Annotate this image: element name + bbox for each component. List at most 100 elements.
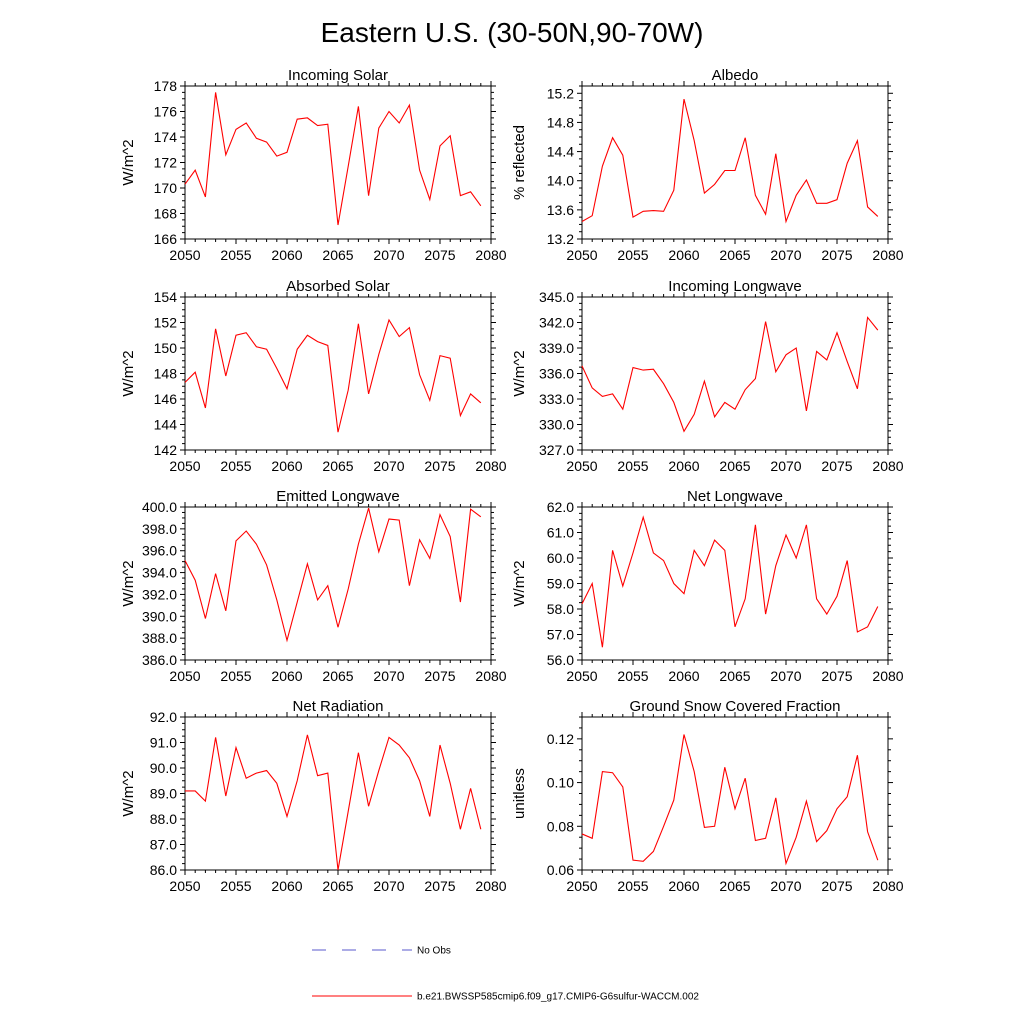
plot-frame [184,85,492,240]
y-axis-label: unitless [511,768,528,819]
plot-frame [581,85,889,240]
panel-4: Emitted Longwave W/m^2 2050 2055 2060 2065 207… [120,488,507,684]
plot-frame [581,716,889,871]
y-tick-label: 154 [154,289,178,305]
x-tick-label: 2050 [169,247,200,263]
plot-frame [581,506,889,661]
plot-frame [184,506,492,661]
x-tick-label: 2075 [821,458,852,474]
panels: Incoming Solar W/m^2 2050 2055 2060 2065 2070 2… [120,67,904,894]
x-tick-label: 2055 [220,247,251,263]
y-tick-label: 87.0 [150,837,177,853]
y-tick-label: 13.6 [547,202,574,218]
plot-frame [184,716,492,871]
y-tick-label: 396.0 [142,543,177,559]
x-tick-label: 2060 [668,247,699,263]
x-tick-label: 2080 [475,247,506,263]
y-tick-label: 152 [154,315,178,331]
legend: No Obs b.e21.BWSSP585cmip6.f09_g17.CMIP6… [312,946,699,1003]
panel-title: Incoming Solar [288,67,388,84]
y-tick-label: 394.0 [142,565,177,581]
panel-6: Net Radiation W/m^2 2050 2055 2060 2065 2070 20… [120,698,507,894]
y-tick-label: 388.0 [142,630,177,646]
plot-frame [184,296,492,451]
panel-title: Ground Snow Covered Fraction [630,698,841,715]
y-tick-label: 345.0 [539,289,574,305]
x-tick-label: 2080 [872,247,903,263]
series-line [581,515,879,648]
series-line [581,98,879,224]
y-tick-label: 14.0 [547,173,574,189]
x-tick-label: 2065 [719,458,750,474]
y-tick-label: 390.0 [142,608,177,624]
y-tick-label: 172 [154,155,178,171]
y-axis-label: W/m^2 [511,350,528,396]
y-tick-label: 333.0 [539,391,574,407]
x-tick-label: 2065 [719,668,750,684]
series-line [185,734,482,871]
x-tick-label: 2050 [169,458,200,474]
x-tick-label: 2080 [872,458,903,474]
x-tick-label: 2075 [424,878,455,894]
y-axis-label: W/m^2 [120,560,137,606]
y-tick-label: 15.2 [547,85,574,101]
x-tick-label: 2060 [668,878,699,894]
y-tick-label: 90.0 [150,760,177,776]
x-tick-label: 2055 [617,458,648,474]
y-tick-label: 86.0 [150,862,177,878]
x-tick-label: 2060 [271,247,302,263]
x-tick-label: 2070 [373,878,404,894]
y-tick-label: 62.0 [547,499,574,515]
y-axis-label: % reflected [511,125,528,200]
y-tick-label: 174 [154,129,178,145]
legend-obs-label: No Obs [417,946,451,957]
panel-5: Net Longwave W/m^2 2050 2055 2060 2065 2070 207… [511,488,904,684]
panel-title: Net Radiation [293,698,384,715]
y-tick-label: 14.4 [547,144,574,160]
y-tick-label: 56.0 [547,652,574,668]
y-tick-label: 61.0 [547,525,574,541]
y-tick-label: 60.0 [547,550,574,566]
x-tick-label: 2070 [373,458,404,474]
x-tick-label: 2055 [220,878,251,894]
x-tick-label: 2080 [872,668,903,684]
x-tick-label: 2070 [373,247,404,263]
x-tick-label: 2065 [719,878,750,894]
x-tick-label: 2050 [566,668,597,684]
y-tick-label: 178 [154,78,178,94]
x-tick-label: 2050 [566,458,597,474]
x-tick-label: 2050 [566,878,597,894]
x-tick-label: 2070 [373,668,404,684]
y-tick-label: 386.0 [142,652,177,668]
x-tick-label: 2075 [424,668,455,684]
y-tick-label: 142 [154,442,178,458]
series-line [581,316,879,433]
panel-0: Incoming Solar W/m^2 2050 2055 2060 2065 2070 2… [120,67,507,263]
y-tick-label: 57.0 [547,627,574,643]
y-tick-label: 400.0 [142,499,177,515]
y-tick-label: 342.0 [539,315,574,331]
y-tick-label: 170 [154,180,178,196]
x-tick-label: 2060 [668,668,699,684]
panel-title: Net Longwave [687,488,783,505]
y-tick-label: 336.0 [539,366,574,382]
series-line [581,734,879,866]
y-tick-label: 91.0 [150,735,177,751]
y-tick-label: 88.0 [150,811,177,827]
y-tick-label: 92.0 [150,709,177,725]
y-tick-label: 58.0 [547,601,574,617]
x-tick-label: 2065 [322,878,353,894]
legend-model-label: b.e21.BWSSP585cmip6.f09_g17.CMIP6-G6sulf… [417,992,699,1003]
y-tick-label: 146 [154,391,178,407]
panel-1: Albedo % reflected 2050 2055 2060 2065 2070 207… [511,67,904,263]
y-tick-label: 330.0 [539,417,574,433]
x-tick-label: 2080 [872,878,903,894]
x-tick-label: 2075 [821,878,852,894]
x-tick-label: 2055 [617,247,648,263]
x-tick-label: 2050 [566,247,597,263]
x-tick-label: 2075 [424,458,455,474]
y-tick-label: 150 [154,340,178,356]
y-tick-label: 327.0 [539,442,574,458]
panel-title: Incoming Longwave [668,278,801,295]
